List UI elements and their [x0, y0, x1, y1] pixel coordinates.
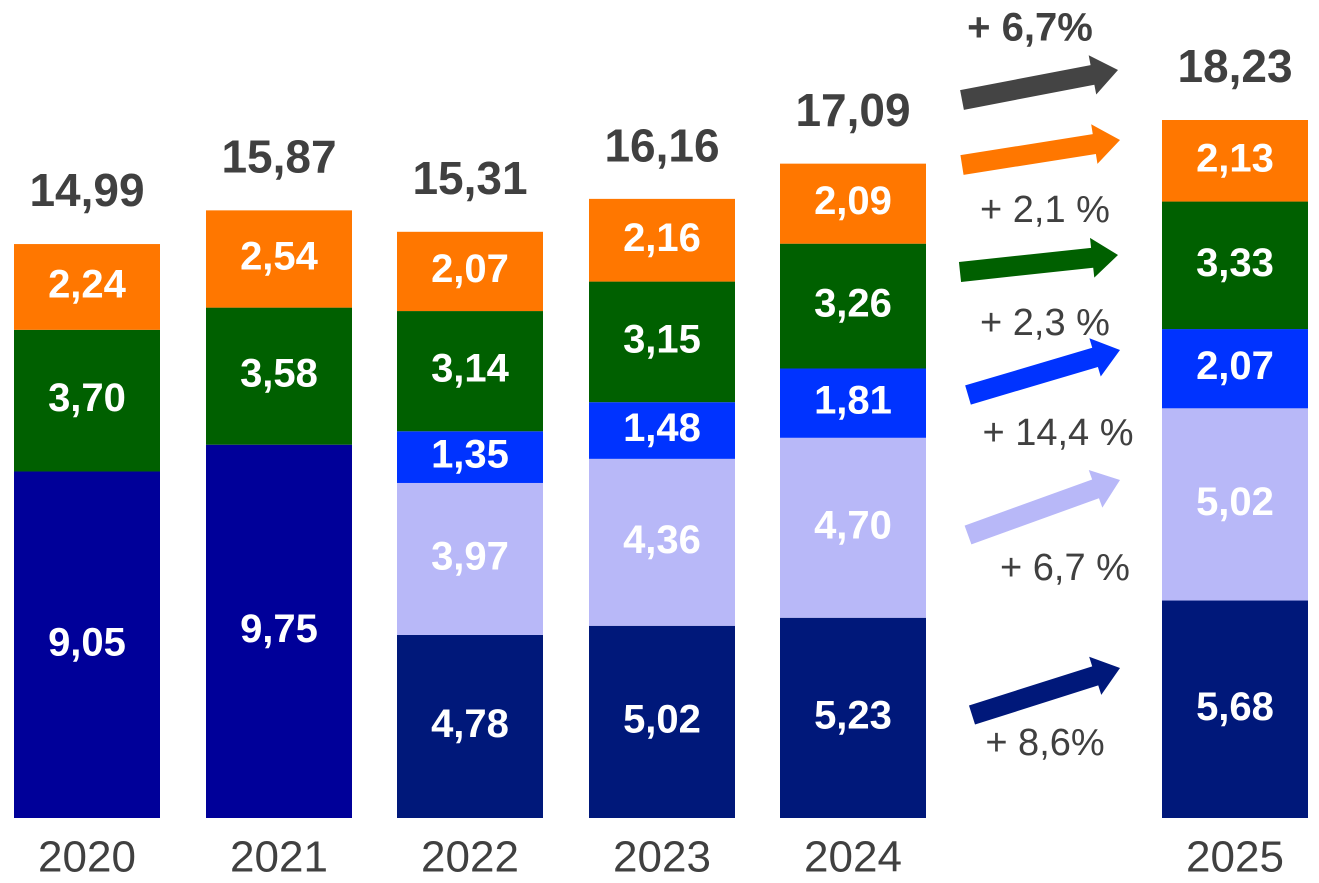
bar-segment	[1162, 201, 1308, 330]
bar-segment	[1162, 600, 1308, 818]
value-label: 1,48	[623, 406, 701, 450]
growth-label: + 14,4 %	[982, 412, 1133, 454]
bar-segment	[206, 444, 352, 818]
total-label: 17,09	[795, 84, 910, 136]
growth-label: + 8,6%	[985, 722, 1104, 764]
value-label: 5,02	[1196, 480, 1274, 524]
bar-segment	[780, 368, 926, 438]
bar-segment	[589, 402, 735, 459]
value-label: 1,35	[431, 433, 509, 477]
growth-arrow	[968, 656, 1120, 725]
value-label: 3,15	[623, 317, 701, 361]
value-label: 3,26	[814, 282, 892, 326]
value-label: 4,78	[431, 702, 509, 746]
value-label: 2,54	[240, 235, 319, 279]
bar-segment	[397, 634, 543, 818]
x-tick-label: 2020	[38, 833, 136, 882]
value-label: 2,16	[623, 216, 701, 260]
value-label: 2,09	[814, 179, 892, 223]
bar-segment	[1162, 120, 1308, 202]
growth-arrow	[960, 124, 1120, 175]
bar-segment	[780, 163, 926, 244]
total-label: 16,16	[604, 119, 719, 171]
x-tick-label: 2025	[1186, 833, 1284, 882]
value-label: 3,58	[240, 352, 318, 396]
value-label: 3,33	[1196, 241, 1274, 285]
value-label: 5,23	[814, 693, 892, 737]
bar-segment	[1162, 408, 1308, 601]
growth-arrow	[960, 55, 1118, 110]
bar-segment	[397, 231, 543, 312]
total-label: 14,99	[29, 164, 144, 216]
value-label: 1,81	[814, 379, 892, 423]
bar-segment	[206, 210, 352, 308]
value-label: 2,24	[48, 263, 127, 307]
growth-label: + 6,7%	[967, 6, 1093, 50]
bar-segment	[780, 437, 926, 618]
bar-segment	[780, 243, 926, 369]
value-label: 5,02	[623, 697, 701, 741]
bar-segment	[14, 244, 160, 330]
x-tick-label: 2024	[804, 833, 902, 882]
bar-segment	[1162, 329, 1308, 409]
growth-label: + 2,1 %	[980, 189, 1110, 231]
bar-segment	[589, 625, 735, 818]
value-label: 3,70	[48, 376, 126, 420]
growth-label: + 2,3 %	[980, 302, 1110, 344]
value-label: 9,05	[48, 620, 126, 664]
bar-segment	[589, 458, 735, 626]
bar-segment	[14, 471, 160, 818]
growth-arrow	[964, 470, 1120, 545]
value-label: 2,07	[1196, 344, 1274, 388]
value-label: 4,36	[623, 518, 701, 562]
bar-segment	[397, 431, 543, 483]
value-label: 2,07	[431, 247, 509, 291]
growth-arrow	[958, 237, 1118, 282]
value-label: 2,13	[1196, 136, 1274, 180]
growth-label: + 6,7 %	[1000, 547, 1130, 589]
bar-segment	[206, 307, 352, 445]
total-label: 15,87	[221, 131, 336, 183]
growth-arrow	[965, 338, 1120, 405]
bar-segment	[397, 311, 543, 432]
value-label: 5,68	[1196, 685, 1274, 729]
value-label: 9,75	[240, 607, 318, 651]
bar-segment	[780, 617, 926, 818]
x-tick-label: 2023	[613, 833, 711, 882]
x-tick-label: 2022	[421, 833, 519, 882]
total-label: 18,23	[1177, 40, 1292, 92]
x-tick-label: 2021	[230, 833, 328, 882]
bar-segment	[14, 329, 160, 472]
total-label: 15,31	[412, 152, 527, 204]
value-label: 3,97	[431, 535, 509, 579]
value-label: 4,70	[814, 503, 892, 547]
bar-segment	[589, 281, 735, 403]
bar-segment	[589, 198, 735, 282]
value-label: 3,14	[431, 347, 510, 391]
bar-segment	[397, 482, 543, 635]
